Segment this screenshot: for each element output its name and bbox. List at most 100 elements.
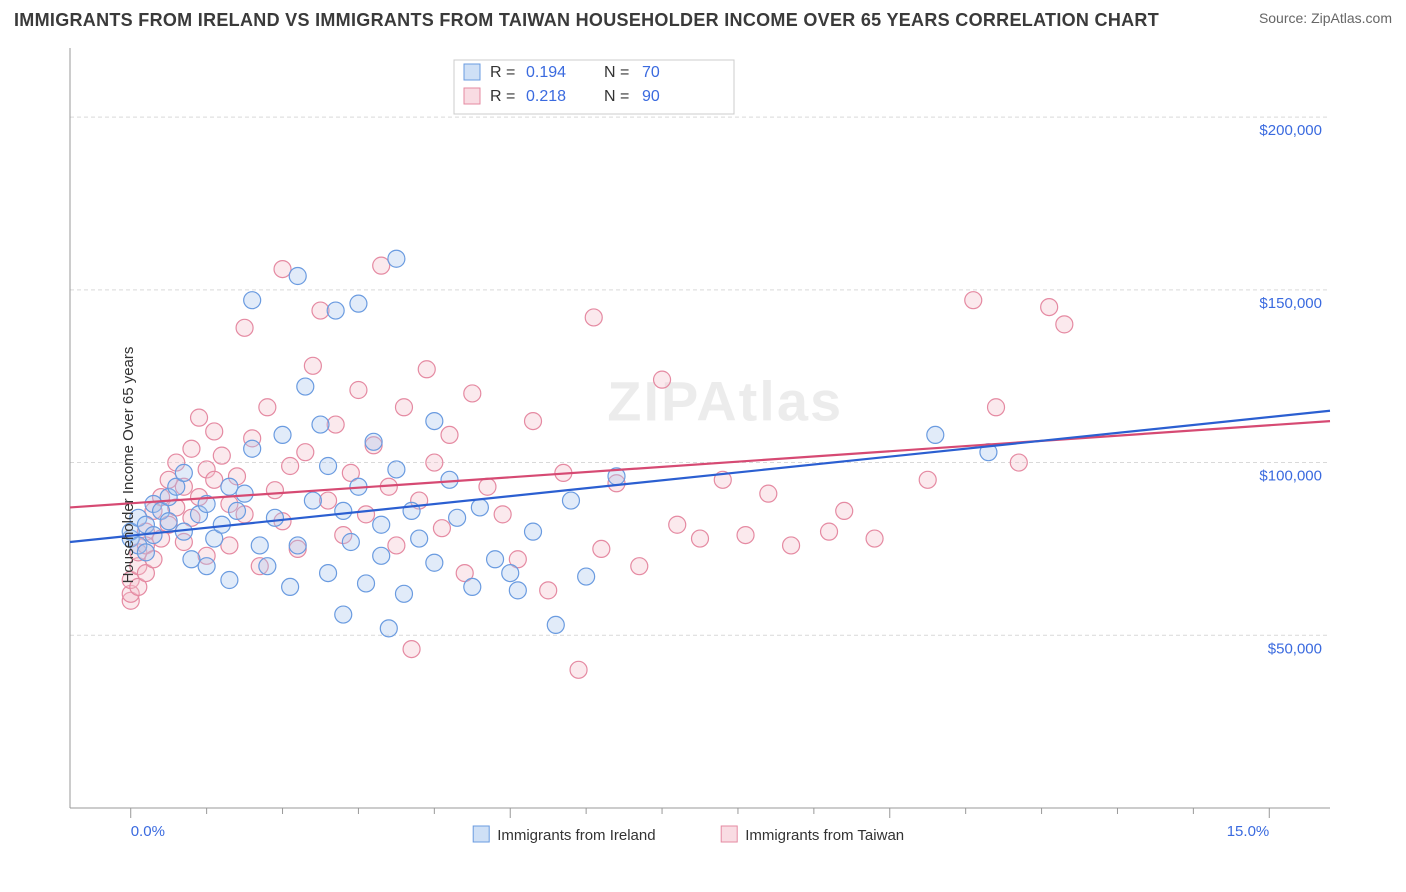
data-point xyxy=(228,502,245,519)
data-point xyxy=(494,506,511,523)
data-point xyxy=(221,572,238,589)
y-axis-label: Householder Income Over 65 years xyxy=(120,347,137,584)
data-point xyxy=(836,502,853,519)
data-point xyxy=(373,547,390,564)
legend-swatch xyxy=(473,826,489,842)
data-point xyxy=(593,540,610,557)
data-point xyxy=(1041,299,1058,316)
data-point xyxy=(236,319,253,336)
legend-n-label: N = xyxy=(604,88,629,105)
x-tick-label: 15.0% xyxy=(1227,823,1270,840)
data-point xyxy=(320,458,337,475)
data-point xyxy=(965,292,982,309)
data-point xyxy=(251,537,268,554)
data-point xyxy=(244,440,261,457)
data-point xyxy=(213,447,230,464)
data-point xyxy=(320,492,337,509)
data-point xyxy=(304,492,321,509)
data-point xyxy=(335,606,352,623)
legend-series-label: Immigrants from Ireland xyxy=(497,827,655,844)
legend-swatch xyxy=(464,88,480,104)
data-point xyxy=(297,444,314,461)
data-point xyxy=(441,471,458,488)
data-point xyxy=(206,471,223,488)
data-point xyxy=(509,582,526,599)
data-point xyxy=(358,575,375,592)
data-point xyxy=(760,485,777,502)
data-point xyxy=(327,416,344,433)
data-point xyxy=(304,357,321,374)
data-point xyxy=(464,578,481,595)
legend-r-label: R = xyxy=(490,88,515,105)
data-point xyxy=(266,482,283,499)
data-point xyxy=(373,516,390,533)
legend-swatch xyxy=(464,64,480,80)
data-point xyxy=(525,413,542,430)
data-point xyxy=(160,513,177,530)
data-point xyxy=(373,257,390,274)
x-tick-label: 0.0% xyxy=(131,823,165,840)
correlation-scatter-chart: $50,000$100,000$150,000$200,0000.0%15.0%… xyxy=(0,38,1406,892)
legend-series-label: Immigrants from Taiwan xyxy=(745,827,904,844)
data-point xyxy=(312,302,329,319)
data-point xyxy=(320,565,337,582)
data-point xyxy=(487,551,504,568)
legend-n-value: 90 xyxy=(642,88,660,105)
data-point xyxy=(547,616,564,633)
data-point xyxy=(578,568,595,585)
data-point xyxy=(350,295,367,312)
data-point xyxy=(403,641,420,658)
data-point xyxy=(365,433,382,450)
data-point xyxy=(312,416,329,433)
data-point xyxy=(198,558,215,575)
data-point xyxy=(350,382,367,399)
data-point xyxy=(274,426,291,443)
data-point xyxy=(244,292,261,309)
y-tick-label: $200,000 xyxy=(1259,122,1322,139)
data-point xyxy=(570,661,587,678)
data-point xyxy=(821,523,838,540)
data-point xyxy=(282,578,299,595)
legend-swatch xyxy=(721,826,737,842)
data-point xyxy=(426,413,443,430)
data-point xyxy=(631,558,648,575)
watermark: ZIPAtlas xyxy=(607,369,843,432)
data-point xyxy=(783,537,800,554)
data-point xyxy=(380,620,397,637)
data-point xyxy=(692,530,709,547)
data-point xyxy=(585,309,602,326)
data-point xyxy=(464,385,481,402)
data-point xyxy=(388,250,405,267)
data-point xyxy=(145,527,162,544)
data-point xyxy=(927,426,944,443)
data-point xyxy=(183,551,200,568)
y-tick-label: $50,000 xyxy=(1268,640,1322,657)
data-point xyxy=(988,399,1005,416)
data-point xyxy=(866,530,883,547)
data-point xyxy=(540,582,557,599)
y-tick-label: $100,000 xyxy=(1259,468,1322,485)
data-point xyxy=(471,499,488,516)
data-point xyxy=(919,471,936,488)
data-point xyxy=(388,537,405,554)
data-point xyxy=(206,423,223,440)
data-point xyxy=(433,520,450,537)
data-point xyxy=(1056,316,1073,333)
data-point xyxy=(236,485,253,502)
data-point xyxy=(191,409,208,426)
data-point xyxy=(274,261,291,278)
data-point xyxy=(342,534,359,551)
data-point xyxy=(335,502,352,519)
data-point xyxy=(654,371,671,388)
data-point xyxy=(327,302,344,319)
data-point xyxy=(282,458,299,475)
data-point xyxy=(297,378,314,395)
data-point xyxy=(426,554,443,571)
data-point xyxy=(395,585,412,602)
data-point xyxy=(479,478,496,495)
data-point xyxy=(388,461,405,478)
data-point xyxy=(289,268,306,285)
data-point xyxy=(411,530,428,547)
legend-r-value: 0.194 xyxy=(526,64,566,81)
data-point xyxy=(221,537,238,554)
